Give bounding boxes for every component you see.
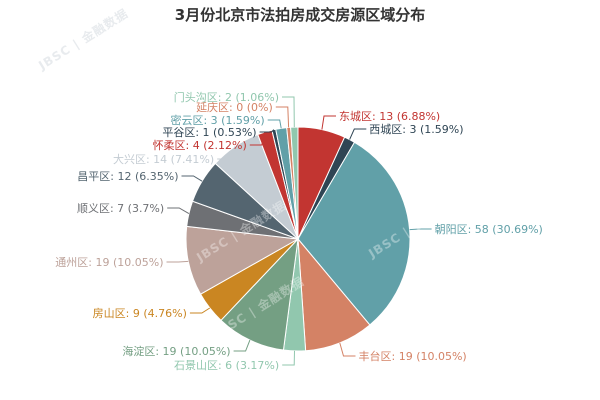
slice-label: 房山区: 9 (4.76%) [93,307,187,320]
slice-label: 东城区: 13 (6.88%) [339,110,440,123]
label-line [249,131,266,146]
slice-label: 通州区: 19 (10.05%) [55,256,163,269]
label-line [167,207,190,215]
label-line [275,106,290,128]
slice-label: 朝阳区: 58 (30.69%) [435,223,543,236]
slice-label: 顺义区: 7 (3.7%) [77,202,164,215]
slice-label: 昌平区: 12 (6.35%) [77,170,178,183]
label-line [166,260,189,263]
slice-label: 延庆区: 0 (0%) [196,100,273,114]
slice-label: 密云区: 3 (1.59%) [170,113,264,127]
slice-label: 西城区: 3 (1.59%) [369,123,463,136]
slice-label: 怀柔区: 4 (2.12%) [153,139,247,152]
slice-label: 大兴区: 14 (7.41%) [113,152,214,166]
label-line [233,339,251,352]
slice-label: 门头沟区: 2 (1.06%) [174,90,279,104]
label-line [282,96,295,128]
label-line [217,146,236,160]
label-line [321,115,336,130]
chart-title: 3月份北京市法拍房成交房源区域分布 [174,6,426,24]
slice-label: 丰台区: 19 (10.05%) [359,349,467,363]
label-line [189,307,211,314]
label-line [267,119,282,129]
label-line [339,342,356,357]
slice-label: 石景山区: 6 (3.17%) [174,359,279,372]
label-line [181,175,203,182]
label-line [409,228,432,231]
label-line [282,350,295,366]
pie-slice[interactable] [297,141,411,326]
label-line [259,129,275,133]
watermark-text: JBSC | 金融数据 [35,5,131,73]
label-line [349,128,367,140]
slice-label: 平谷区: 1 (0.53%) [162,126,256,139]
slice-label: 海淀区: 19 (10.05%) [122,344,230,358]
